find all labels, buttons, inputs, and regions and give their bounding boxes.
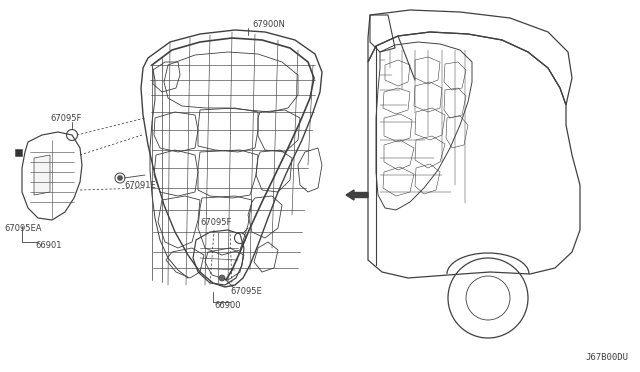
Text: 67095F: 67095F <box>50 113 81 122</box>
FancyArrow shape <box>346 190 368 200</box>
Circle shape <box>219 275 225 281</box>
Text: 67900N: 67900N <box>252 19 285 29</box>
Bar <box>15 149 22 156</box>
Text: J67B00DU: J67B00DU <box>585 353 628 362</box>
Text: 67095EA: 67095EA <box>4 224 42 232</box>
Text: 66901: 66901 <box>35 241 61 250</box>
Text: 67095E: 67095E <box>230 288 262 296</box>
Text: 67091E: 67091E <box>124 180 156 189</box>
Polygon shape <box>34 155 50 195</box>
Text: 66900: 66900 <box>214 301 241 310</box>
Circle shape <box>118 176 122 180</box>
Text: 67095F: 67095F <box>200 218 232 227</box>
